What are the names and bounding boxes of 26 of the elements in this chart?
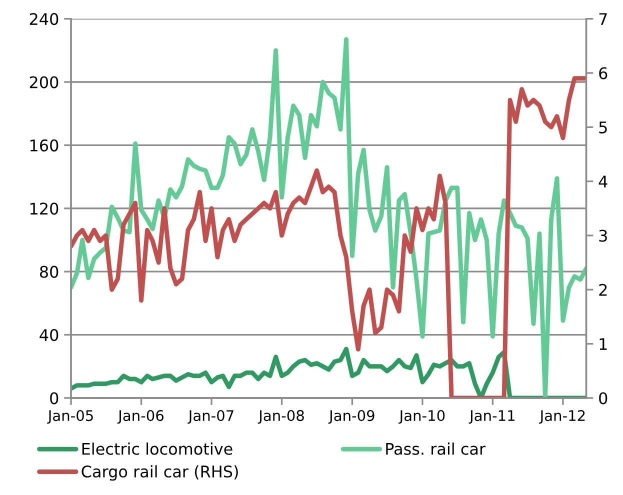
y2-tick-label: 0: [599, 392, 608, 404]
y-tick-label: 0: [50, 392, 58, 404]
x-tick-label: Jan-07: [188, 410, 234, 424]
y2-tick-label: 6: [599, 67, 608, 80]
y-tick-label: 80: [40, 266, 58, 278]
x-tick-label: Jan-11: [468, 410, 515, 424]
x-tick-label: Jan-08: [258, 410, 304, 424]
y2-tick-label: 4: [598, 176, 608, 188]
x-tick-label: Jan-12: [539, 410, 585, 424]
legend-label: Cargo rail car (RHS): [82, 465, 238, 481]
x-tick-label: Jan-09: [328, 410, 374, 424]
y-tick-label: 160: [30, 139, 58, 152]
y-tick-label: 40: [40, 329, 58, 342]
y2-tick-label: 2: [599, 284, 607, 296]
y-tick-label: 200: [30, 76, 58, 88]
y-tick-label: 240: [30, 13, 58, 26]
x-tick-label: Jan-06: [117, 410, 164, 424]
y2-tick-label: 1: [600, 338, 607, 350]
x-tick-label: Jan-05: [47, 410, 93, 424]
y-tick-label: 120: [30, 202, 58, 215]
legend-label: Pass. rail car: [386, 442, 486, 455]
y2-tick-label: 3: [599, 230, 607, 242]
y2-tick-label: 7: [599, 13, 607, 25]
x-tick-label: Jan-10: [398, 410, 445, 424]
y2-tick-label: 5: [599, 122, 607, 134]
legend-label: Electric locomotive: [82, 442, 232, 455]
